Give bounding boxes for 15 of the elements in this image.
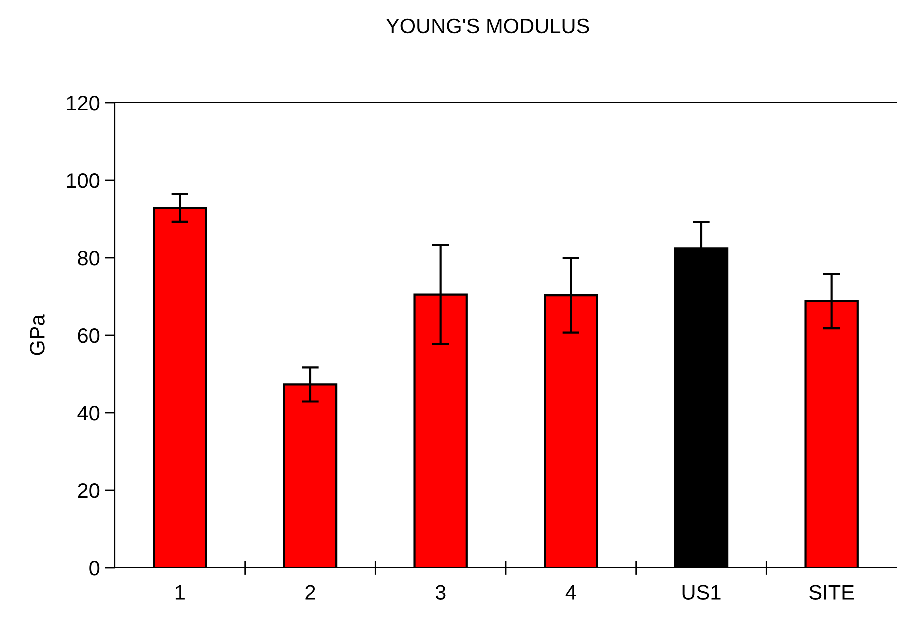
y-tick-label: 80: [78, 251, 100, 266]
x-tick-label: 4: [566, 585, 576, 600]
y-tick-label: 40: [78, 406, 100, 421]
y-tick-label: 100: [67, 174, 100, 188]
x-tick-label: 2: [306, 585, 316, 600]
y-tick-label: 20: [78, 484, 100, 498]
x-tick-label: 3: [436, 585, 446, 600]
x-tick-label: SITE: [810, 585, 854, 600]
y-tick-label: 0: [90, 561, 100, 576]
x-tick-label: 1: [176, 585, 185, 600]
x-tick-label: US1: [682, 585, 721, 600]
y-tick-label: 120: [67, 96, 100, 111]
y-axis-title: GPa: [30, 314, 45, 356]
y-tick-label: 60: [78, 328, 100, 344]
chart-title: YOUNG'S MODULUS: [386, 18, 590, 34]
